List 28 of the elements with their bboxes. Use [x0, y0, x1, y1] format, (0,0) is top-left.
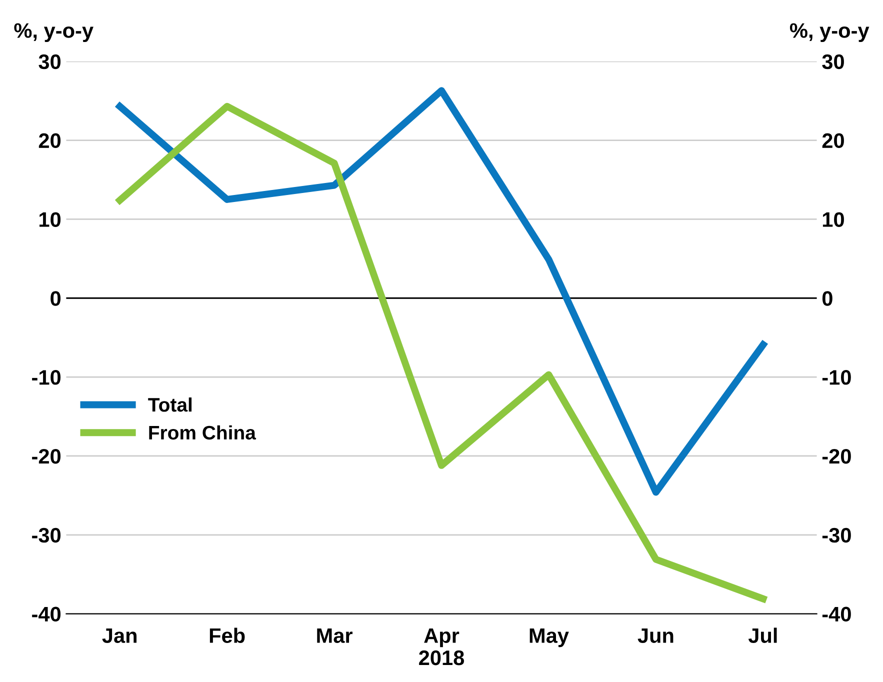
x-tick-label: May	[530, 628, 569, 648]
y2-tick-label: 10	[822, 212, 844, 227]
y2-axis-title: %, y-o-y	[790, 23, 870, 42]
y-tick-label: 20	[38, 133, 61, 148]
y-tick-label: -40	[32, 606, 61, 622]
x-tick-label: Jun	[638, 628, 674, 643]
y2-tick-label: 30	[822, 54, 844, 70]
y2-tick-label: 0	[822, 291, 832, 306]
x-tick-label: Apr	[424, 628, 460, 648]
legend-label: Total	[148, 397, 192, 412]
y2-tick-label: -30	[822, 528, 851, 543]
x-tick-label: Jul	[748, 628, 777, 643]
legend-label: From China	[149, 425, 256, 440]
y-tick-label: -10	[32, 370, 61, 385]
x-tick-label: Mar	[317, 628, 352, 643]
y2-tick-label: -10	[822, 370, 851, 385]
y-tick-label: -30	[32, 528, 61, 543]
y2-tick-label: -20	[822, 448, 851, 464]
y-axis-title: %, y-o-y	[14, 23, 94, 42]
y2-tick-label: -40	[822, 606, 851, 622]
y-tick-label: -20	[32, 448, 61, 464]
x-axis-title: 2018	[419, 650, 464, 666]
y2-tick-label: 20	[822, 133, 844, 148]
x-tick-label: Jan	[102, 628, 136, 643]
x-tick-label: Feb	[210, 628, 245, 643]
y-tick-label: 10	[40, 212, 61, 227]
y-tick-label: 0	[50, 291, 61, 306]
y-tick-label: 30	[38, 54, 61, 70]
